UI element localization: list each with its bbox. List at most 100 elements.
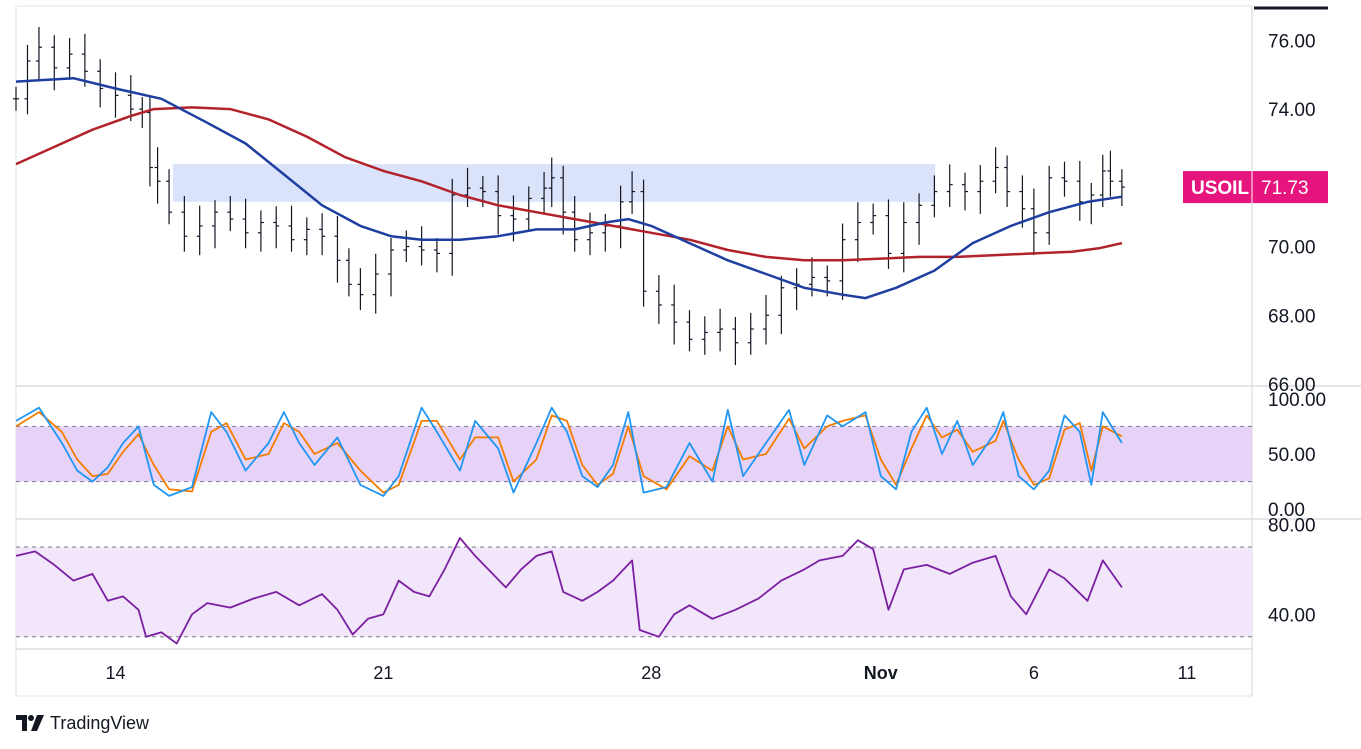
rsi-line xyxy=(15,537,1123,645)
price-bar xyxy=(1004,155,1011,208)
price-bar xyxy=(916,193,923,245)
time-tick-label: 14 xyxy=(105,663,125,683)
price-bar xyxy=(602,213,609,252)
price-bar xyxy=(97,59,104,108)
price-bar xyxy=(686,310,693,352)
price-bar xyxy=(112,72,119,118)
sma-fast-line xyxy=(15,76,1123,300)
price-bar xyxy=(372,253,379,314)
price-bar xyxy=(288,205,295,252)
time-tick-label: 6 xyxy=(1029,663,1039,683)
price-tick-label: 76.00 xyxy=(1268,31,1316,52)
price-bar xyxy=(433,237,440,273)
price-bar xyxy=(81,33,88,87)
price-bar xyxy=(227,196,234,232)
price-bar xyxy=(166,169,173,225)
price-bar xyxy=(962,172,969,211)
price-bar xyxy=(154,147,161,204)
price-bar xyxy=(257,210,264,252)
price-bar xyxy=(35,26,42,80)
price-bar xyxy=(701,316,708,355)
rsi-tick-label: 80.00 xyxy=(1268,515,1316,536)
price-tick-label: 68.00 xyxy=(1268,306,1316,327)
stoch-tick-label: 0.00 xyxy=(1268,500,1305,521)
price-bar xyxy=(1061,161,1068,197)
price-bar xyxy=(629,171,636,214)
price-bar xyxy=(1019,175,1026,228)
stoch-tick-label: 50.00 xyxy=(1268,445,1316,466)
stoch-k-line xyxy=(15,406,1123,497)
price-bar xyxy=(211,200,218,249)
resistance-zone xyxy=(172,164,936,202)
price-bar xyxy=(273,206,280,249)
price-bar xyxy=(977,165,984,214)
price-bar xyxy=(1030,188,1037,256)
price-bar xyxy=(640,179,647,307)
price-bar xyxy=(66,37,73,80)
price-bar xyxy=(992,147,999,194)
price-bar xyxy=(1088,182,1095,225)
price-bar xyxy=(793,268,800,311)
price-bar xyxy=(403,230,410,263)
price-badge-symbol: USOIL xyxy=(1191,178,1249,199)
price-bar xyxy=(931,175,938,218)
stoch-tick-label: 100.00 xyxy=(1268,390,1326,411)
time-tick-label: 21 xyxy=(373,663,393,683)
stoch-band xyxy=(16,426,1252,482)
price-bar xyxy=(571,196,578,252)
price-bar xyxy=(464,167,471,208)
price-bar xyxy=(418,226,425,266)
time-tick-label: Nov xyxy=(864,663,898,683)
rsi-tick-label: 40.00 xyxy=(1268,605,1316,626)
price-bar xyxy=(946,164,953,208)
time-tick-label: 28 xyxy=(641,663,661,683)
price-bar xyxy=(1099,154,1106,208)
price-bar xyxy=(717,308,724,352)
tradingview-logo-icon xyxy=(16,715,44,731)
price-bar xyxy=(334,215,341,283)
price-bar xyxy=(1076,160,1083,221)
price-bar xyxy=(51,35,58,91)
price-bar xyxy=(671,284,678,345)
price-tick-label: 74.00 xyxy=(1268,100,1316,121)
price-bar xyxy=(732,316,739,366)
price-bar xyxy=(560,165,567,235)
price-bar xyxy=(839,223,846,300)
price-bar xyxy=(127,75,134,122)
price-bar xyxy=(854,202,861,263)
price-bar xyxy=(449,178,456,276)
price-bar xyxy=(1118,169,1125,206)
price-bar xyxy=(1046,165,1053,245)
time-tick-label: 11 xyxy=(1178,663,1197,683)
price-bar xyxy=(870,203,877,235)
price-bar xyxy=(548,157,555,208)
price-bar xyxy=(1107,150,1114,197)
price-bar xyxy=(778,275,785,335)
price-bar xyxy=(24,44,31,115)
price-bar xyxy=(303,217,310,256)
price-tick-label: 66.00 xyxy=(1268,375,1316,396)
rsi-band xyxy=(16,546,1252,637)
price-bar xyxy=(13,86,19,111)
price-bar xyxy=(242,198,249,249)
price-bar xyxy=(747,312,754,355)
price-bar xyxy=(388,237,395,297)
price-bar xyxy=(345,248,352,297)
price-bar xyxy=(655,275,662,324)
sma-slow-line xyxy=(15,106,1123,262)
price-tick-label: 70.00 xyxy=(1268,238,1316,259)
price-bar xyxy=(900,202,907,273)
price-bar xyxy=(525,186,532,232)
price-bar xyxy=(319,213,326,256)
price-bar xyxy=(541,171,548,214)
branding-name: TradingView xyxy=(50,712,150,733)
price-badge xyxy=(1183,171,1328,204)
price-bar xyxy=(357,268,364,311)
branding: TradingView xyxy=(16,711,149,735)
price-badge-value: 71.73 xyxy=(1261,178,1309,199)
price-bar xyxy=(586,212,593,256)
price-bar xyxy=(181,196,188,252)
price-bar xyxy=(763,294,770,345)
price-bar xyxy=(196,205,203,256)
